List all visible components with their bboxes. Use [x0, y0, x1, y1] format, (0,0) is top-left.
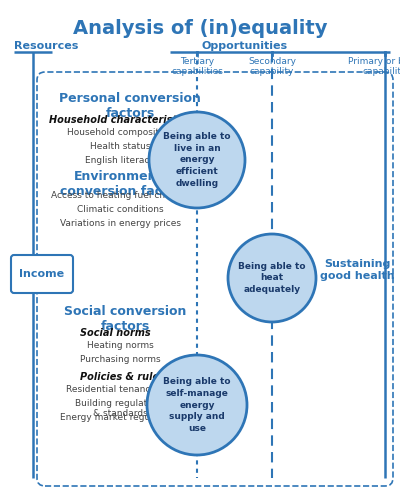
Text: Heating norms: Heating norms	[87, 341, 153, 350]
Text: Variations in energy prices: Variations in energy prices	[60, 219, 180, 228]
Text: Social conversion
factors: Social conversion factors	[64, 305, 186, 333]
Text: Being able to
live in an
energy
efficient
dwelling: Being able to live in an energy efficien…	[163, 132, 231, 188]
Text: Being able to
heat
adequately: Being able to heat adequately	[238, 262, 306, 294]
Text: Resources: Resources	[14, 41, 78, 51]
Ellipse shape	[149, 112, 245, 208]
Text: Policies & rules: Policies & rules	[80, 372, 165, 382]
Text: Climatic conditions: Climatic conditions	[77, 205, 163, 214]
Ellipse shape	[147, 355, 247, 455]
Text: Income: Income	[20, 269, 64, 279]
Text: Residential tenancy law: Residential tenancy law	[66, 385, 174, 394]
Text: Environmental
conversion factors: Environmental conversion factors	[60, 170, 190, 198]
Text: Access to heating fuel choices: Access to heating fuel choices	[51, 191, 189, 200]
Text: Tertiary
capabilities: Tertiary capabilities	[171, 57, 223, 76]
Text: Household characteristics: Household characteristics	[48, 115, 192, 125]
Text: Opportunities: Opportunities	[202, 41, 288, 51]
Text: Being able to
self-manage
energy
supply and
use: Being able to self-manage energy supply …	[163, 377, 231, 433]
Text: Household composition: Household composition	[67, 128, 173, 137]
Text: English literacy: English literacy	[85, 156, 155, 165]
Text: Analysis of (in)equality: Analysis of (in)equality	[73, 19, 327, 38]
Text: Energy market regulations: Energy market regulations	[60, 413, 180, 422]
Text: Building regulations
& standards: Building regulations & standards	[75, 399, 165, 418]
Text: Primary or basic
capability: Primary or basic capability	[348, 57, 400, 76]
Text: Secondary
capability: Secondary capability	[248, 57, 296, 76]
Text: Health status: Health status	[90, 142, 150, 151]
Text: Sustaining
good health: Sustaining good health	[320, 259, 395, 281]
Text: Social norms: Social norms	[80, 328, 151, 338]
Ellipse shape	[228, 234, 316, 322]
FancyBboxPatch shape	[11, 255, 73, 293]
Text: Personal conversion
factors: Personal conversion factors	[59, 92, 201, 120]
Text: Purchasing norms: Purchasing norms	[80, 355, 160, 364]
